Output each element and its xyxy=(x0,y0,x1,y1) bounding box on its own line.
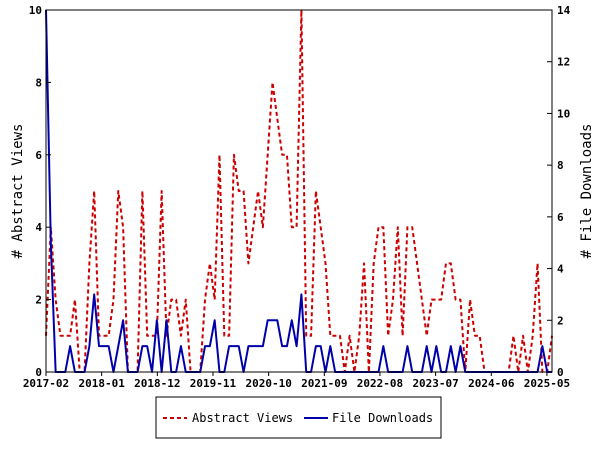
right-tick-label: 6 xyxy=(557,211,564,224)
right-tick-label: 0 xyxy=(557,366,564,379)
legend-box xyxy=(155,396,442,439)
x-tick-label: 2020-10 xyxy=(245,377,291,390)
x-tick-label: 2018-01 xyxy=(78,377,125,390)
left-tick-label: 0 xyxy=(35,366,42,379)
right-tick-label: 12 xyxy=(557,56,570,69)
legend: Abstract Views File Downloads xyxy=(155,396,442,439)
plot-frame xyxy=(45,9,553,373)
x-tick-label: 2018-12 xyxy=(134,377,180,390)
right-tick-label: 2 xyxy=(557,314,564,327)
x-tick-label: 2025-05 xyxy=(524,377,570,390)
x-tick-label: 2019-11 xyxy=(190,377,237,390)
left-axis-title: # Abstract Views xyxy=(10,124,26,259)
right-tick-label: 8 xyxy=(557,159,564,172)
left-tick-label: 8 xyxy=(35,76,42,89)
legend-label-abstract-views: Abstract Views xyxy=(192,411,293,425)
x-axis: 2017-02 2018-01 2018-12 2019-11 2020-10 2021-… xyxy=(23,372,570,390)
x-tick-label: 2021-09 xyxy=(301,377,347,390)
right-axis-title: # File Downloads xyxy=(579,124,595,259)
right-tick-label: 14 xyxy=(557,4,571,17)
right-tick-label: 4 xyxy=(557,263,564,276)
right-tick-label: 10 xyxy=(557,107,570,120)
x-tick-label: 2023-07 xyxy=(412,377,458,390)
x-tick-label: 2017-02 xyxy=(23,377,69,390)
x-tick-label: 2022-08 xyxy=(357,377,403,390)
legend-label-file-downloads: File Downloads xyxy=(332,411,433,425)
left-tick-label: 2 xyxy=(35,294,42,307)
left-tick-label: 6 xyxy=(35,149,42,162)
left-tick-label: 4 xyxy=(35,221,42,234)
left-axis: 0 2 4 6 8 10 xyxy=(29,4,51,379)
left-tick-label: 10 xyxy=(29,4,42,17)
series-line-abstract-views xyxy=(45,9,553,373)
x-tick-label: 2024-06 xyxy=(468,377,515,390)
right-axis: 0 2 4 6 8 10 12 14 xyxy=(547,4,571,379)
